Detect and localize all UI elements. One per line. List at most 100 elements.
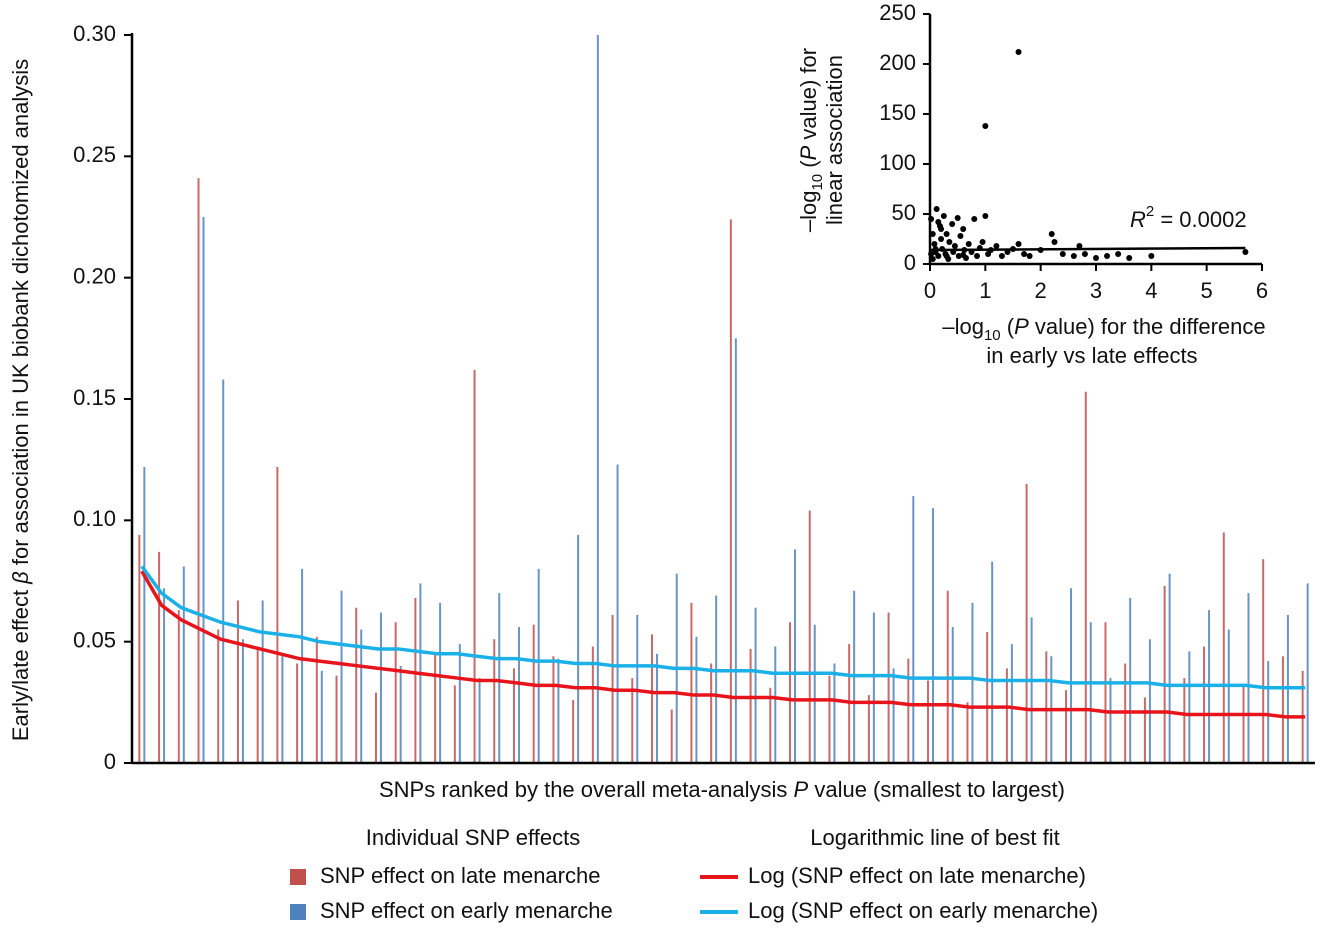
scatter-point	[928, 251, 935, 257]
x-tick-label: 2	[1035, 278, 1047, 303]
bar	[1084, 391, 1087, 763]
scatter-point	[960, 226, 967, 232]
scatter-point	[1070, 253, 1077, 259]
text-piece: 10	[809, 174, 826, 191]
y-tick-label: 0	[104, 749, 116, 774]
bar	[734, 338, 737, 763]
bar	[241, 639, 244, 763]
bar	[414, 597, 417, 763]
bar	[789, 622, 792, 763]
scatter-point	[1081, 251, 1088, 257]
scatter-point	[951, 243, 958, 249]
scatter-point	[979, 239, 986, 245]
bar	[1143, 697, 1146, 763]
bar	[197, 178, 200, 763]
scatter-point	[1048, 231, 1055, 237]
bar	[872, 612, 875, 763]
y-tick-label: 200	[879, 50, 916, 75]
bar	[833, 663, 836, 763]
bar	[222, 379, 225, 763]
bar	[478, 678, 481, 763]
y-tick-label: 150	[879, 100, 916, 125]
scatter-point	[1015, 49, 1022, 55]
scatter-point	[1076, 243, 1083, 249]
bar	[769, 687, 772, 763]
text-piece: R	[1130, 207, 1146, 232]
bar	[1025, 483, 1028, 763]
y-tick-label: 0.15	[73, 385, 116, 410]
bar	[1306, 583, 1309, 763]
scatter-point	[1148, 253, 1155, 259]
bar	[202, 217, 205, 763]
bar	[912, 496, 915, 763]
x-tick-label: 4	[1145, 278, 1157, 303]
bar	[813, 624, 816, 763]
scatter-point	[931, 241, 938, 247]
bar	[1247, 593, 1250, 763]
bar	[315, 636, 318, 763]
bar	[794, 549, 797, 763]
scatter-point	[938, 236, 945, 242]
scatter-point	[1126, 255, 1133, 261]
scatter-point	[965, 241, 972, 247]
text-piece: (	[796, 160, 821, 174]
bar	[439, 602, 442, 763]
bar	[754, 607, 757, 763]
bar	[729, 219, 732, 764]
scatter-point	[949, 221, 956, 227]
bar	[493, 639, 496, 763]
bar	[281, 656, 284, 763]
y-tick-label: 0.30	[73, 21, 116, 46]
scatter-point	[1021, 251, 1028, 257]
bar	[892, 668, 895, 763]
bar	[774, 646, 777, 763]
scatter-point	[1093, 255, 1099, 261]
bar	[887, 612, 890, 763]
bar	[1065, 690, 1068, 763]
scatter-point	[1059, 251, 1066, 257]
text-piece: 10	[984, 327, 1001, 344]
scatter-point	[954, 215, 961, 221]
text-piece: for association in UK biobank dichotomiz…	[8, 59, 33, 571]
scatter-point	[943, 253, 950, 259]
bar	[458, 644, 461, 763]
bar	[596, 35, 599, 763]
bar	[453, 685, 456, 763]
text-piece: = 0.0002	[1154, 207, 1246, 232]
bar	[907, 658, 910, 763]
scatter-point	[928, 216, 935, 222]
bar	[217, 629, 220, 763]
scatter-point	[1104, 253, 1111, 259]
bar	[966, 702, 969, 763]
scatter-point	[935, 219, 942, 225]
bar	[355, 607, 358, 763]
bar	[340, 590, 343, 763]
bar	[360, 629, 363, 763]
y-axis-label: Early/late effect β for association in U…	[8, 59, 33, 741]
bar	[261, 600, 264, 763]
text-piece: value) for the difference	[1029, 314, 1266, 339]
text-piece: P	[796, 145, 821, 160]
bar	[335, 675, 338, 763]
bar	[710, 663, 713, 763]
x-tick-label: 3	[1090, 278, 1102, 303]
scatter-point	[940, 213, 947, 219]
bar	[616, 464, 619, 763]
bar	[1222, 532, 1225, 763]
bar	[236, 600, 239, 763]
y-tick-label: 0.05	[73, 627, 116, 652]
bar	[1203, 646, 1206, 763]
text-piece: SNPs ranked by the overall meta-analysis	[379, 777, 794, 802]
bar	[1005, 668, 1008, 763]
x-axis-label: SNPs ranked by the overall meta-analysis…	[379, 777, 1065, 802]
text-piece: value (smallest to largest)	[808, 777, 1065, 802]
bar	[1183, 678, 1186, 763]
scatter-point	[1242, 249, 1249, 255]
bar	[394, 622, 397, 763]
x-axis-label: –log10 (P value) for the difference	[942, 314, 1265, 345]
text-piece: –log	[942, 314, 984, 339]
bar	[138, 534, 141, 763]
bar	[296, 663, 299, 763]
y-tick-label: 0.10	[73, 506, 116, 531]
